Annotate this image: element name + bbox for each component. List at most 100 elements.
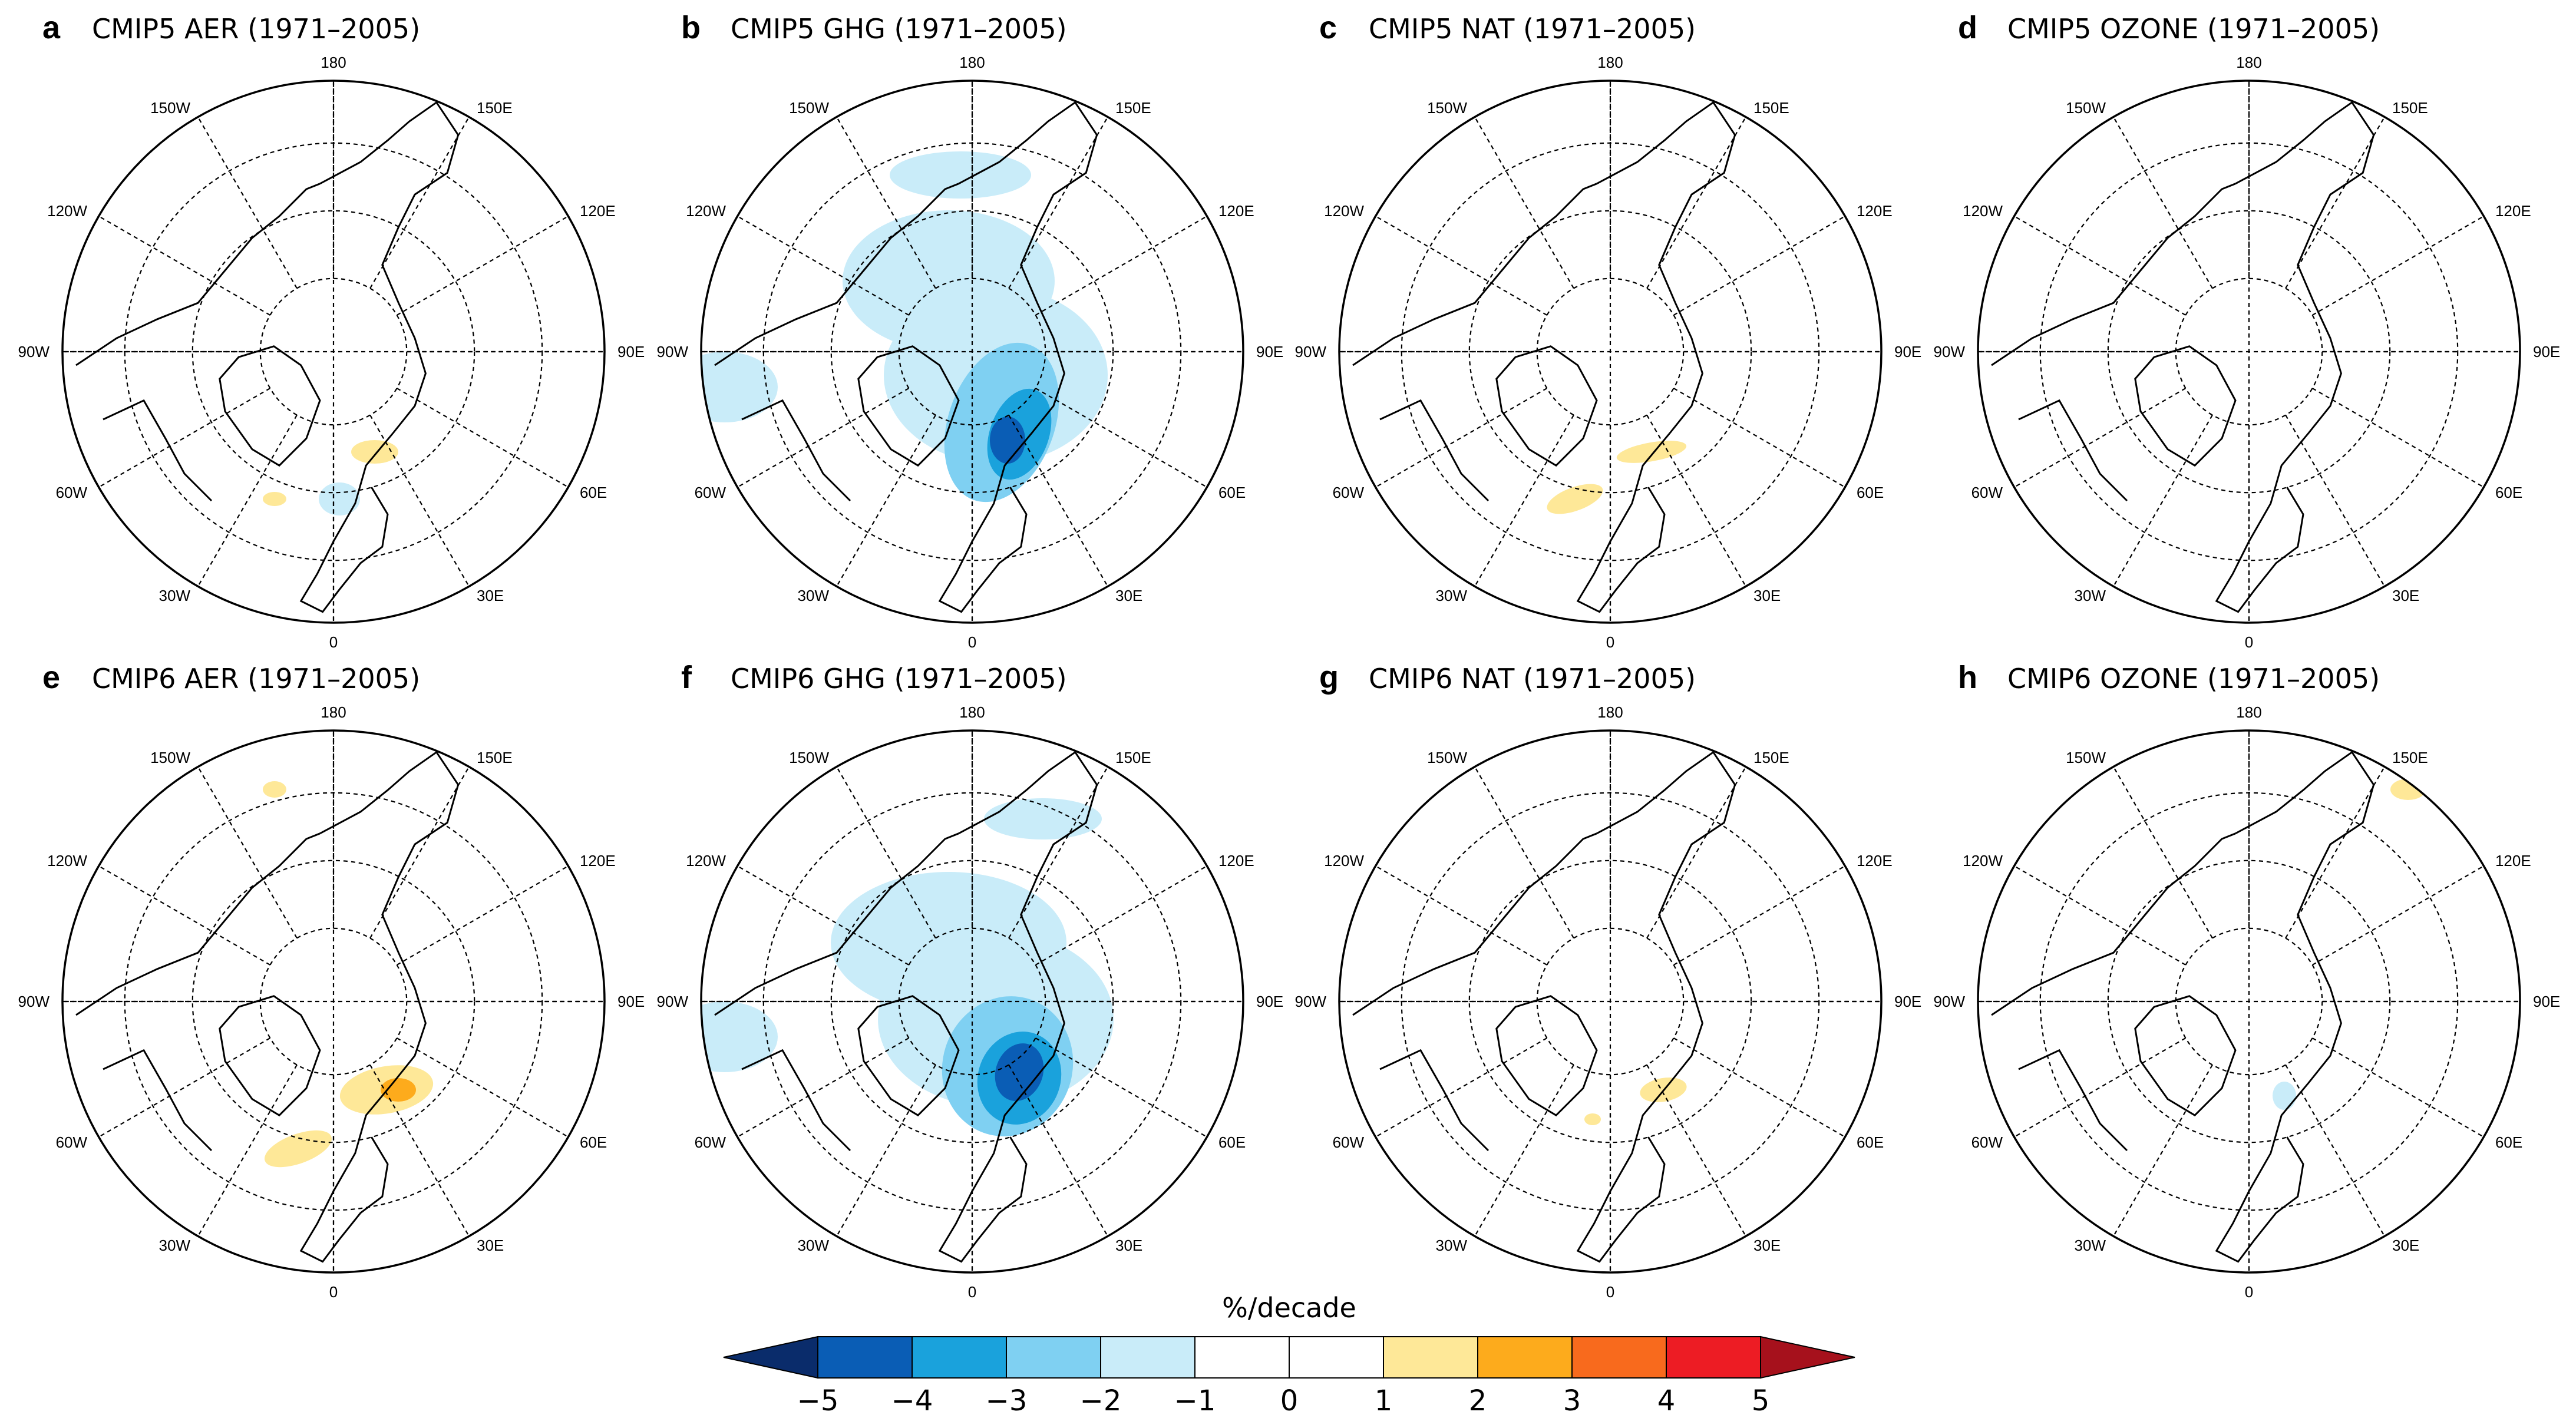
longitude-label: 180 (321, 54, 346, 71)
meridian-line (1375, 865, 1547, 966)
longitude-label: 150W (789, 99, 829, 117)
longitude-label: 60W (695, 1133, 726, 1151)
trend-shading (1547, 441, 1687, 514)
longitude-label: 90W (18, 343, 50, 361)
panel-title: CMIP5 OZONE (1971–2005) (2007, 13, 2380, 45)
panel-title: CMIP6 OZONE (1971–2005) (2007, 663, 2380, 695)
longitude-label: 30E (2392, 1237, 2419, 1254)
map-panel-d: 180 150E 120E 90E 60E 30E 0 30W 60W 90W 120W 150W d C… (1934, 10, 2561, 651)
panel-letter: d (1958, 10, 1977, 45)
latitude-circle (2107, 210, 2391, 494)
coastline (741, 399, 851, 502)
coastline (75, 183, 321, 366)
meridian-line (2014, 865, 2186, 966)
longitude-label: 60E (2495, 1133, 2522, 1151)
map-panel-f: 180 150E 120E 90E 60E 30E 0 30W 60W 90W 120W 150W f C… (657, 660, 1284, 1301)
coastline (1576, 101, 1736, 613)
map-panel-c: 180 150E 120E 90E 60E 30E 0 30W 60W 90W 120W 150W c C… (1295, 10, 1922, 651)
longitude-label: 180 (959, 703, 985, 721)
meridian-line (836, 415, 936, 587)
meridian-line (737, 1037, 909, 1138)
meridian-line (2285, 766, 2385, 938)
longitude-label: 60W (56, 484, 88, 501)
longitude-label: 90E (1894, 343, 1921, 361)
map-panel-g: 180 150E 120E 90E 60E 30E 0 30W 60W 90W 120W 150W g C… (1295, 660, 1922, 1301)
meridian-line (98, 388, 270, 488)
longitude-label: 120W (1963, 202, 2003, 220)
meridian-line (1673, 1037, 1845, 1138)
panel-title: CMIP6 NAT (1971–2005) (1369, 663, 1696, 695)
panel-title: CMIP6 AER (1971–2005) (92, 663, 420, 695)
panel-letter: a (42, 10, 61, 45)
trend-shading (263, 440, 398, 515)
longitude-label: 150E (2392, 749, 2428, 766)
trend-blob (1547, 484, 1603, 514)
latitude-circle (191, 210, 475, 494)
longitude-label: 120E (2495, 202, 2531, 220)
meridian-line (397, 388, 569, 488)
longitude-label: 150W (150, 99, 190, 117)
longitude-label: 120W (686, 202, 726, 220)
longitude-label: 120E (1857, 202, 1893, 220)
meridian-line (1008, 1065, 1108, 1237)
longitude-label: 120W (1963, 852, 2003, 870)
colorbar-swatch (1383, 1336, 1478, 1379)
coastline (1379, 1049, 1490, 1152)
trend-blob (351, 440, 398, 464)
longitude-label: 180 (321, 703, 346, 721)
longitude-label: 120E (2495, 852, 2531, 870)
latitude-circle (2107, 860, 2391, 1143)
meridian-line (2014, 216, 2186, 316)
coastline (938, 751, 1098, 1263)
longitude-label: 180 (1597, 54, 1623, 71)
latitude-circle (1468, 210, 1752, 494)
colorbar-swatch (1571, 1336, 1667, 1379)
meridian-line (369, 1065, 470, 1237)
meridian-line (1474, 766, 1574, 938)
meridian-line (1646, 1065, 1746, 1237)
map-panel-e: 180 150E 120E 90E 60E 30E 0 30W 60W 90W 120W 150W e C… (18, 660, 645, 1301)
meridian-line (397, 216, 569, 316)
meridian-line (98, 1037, 270, 1138)
coastline (299, 751, 460, 1263)
meridian-line (2312, 1037, 2484, 1138)
coastline (714, 183, 959, 366)
longitude-label: 30E (1115, 587, 1142, 604)
coastlines (75, 101, 460, 613)
longitude-label: 180 (2236, 703, 2261, 721)
trend-blob (264, 1130, 332, 1168)
longitude-label: 150W (1427, 749, 1467, 766)
longitude-label: 150W (1427, 99, 1467, 117)
panel-title: CMIP5 AER (1971–2005) (92, 13, 420, 45)
longitude-label: 60W (1971, 484, 2003, 501)
trend-blob (1584, 1113, 1601, 1125)
meridian-line (2113, 415, 2213, 587)
map-border (61, 80, 606, 624)
colorbar-swatch (1760, 1336, 1855, 1379)
longitude-label: 150E (1115, 749, 1151, 766)
longitude-label: 180 (959, 54, 985, 71)
longitude-label: 30E (2392, 587, 2419, 604)
longitude-label: 150W (2066, 99, 2106, 117)
longitude-label: 60E (580, 1133, 607, 1151)
coastline (714, 832, 959, 1016)
longitude-label: 0 (968, 1283, 976, 1301)
trend-blob (2273, 1082, 2296, 1110)
coastlines (75, 751, 460, 1263)
colorbar-swatch (1289, 1336, 1384, 1379)
longitude-label: 0 (329, 1283, 338, 1301)
colorbar-swatch (1477, 1336, 1573, 1379)
longitude-label: 90E (1894, 993, 1921, 1010)
longitude-label: 60E (1218, 1133, 1246, 1151)
map-panel-b: 180 150E 120E 90E 60E 30E 0 30W 60W 90W 120W 150W b C… (657, 10, 1284, 651)
longitude-label: 150E (477, 99, 513, 117)
meridian-line (1673, 216, 1845, 316)
meridian-line (2113, 117, 2213, 289)
meridian-line (2113, 766, 2213, 938)
coastline (1991, 183, 2236, 366)
longitude-label: 90W (18, 993, 50, 1010)
longitude-label: 120W (1324, 852, 1364, 870)
meridian-line (1646, 415, 1746, 587)
trend-blob (701, 352, 778, 422)
